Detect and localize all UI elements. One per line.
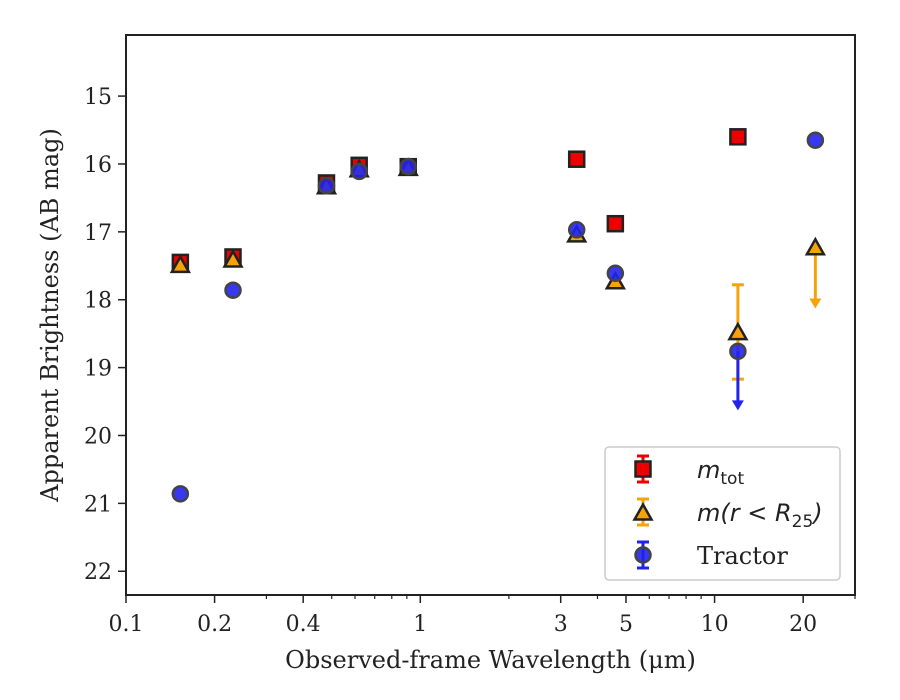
x-axis-label: Observed-frame Wavelength (μm) — [285, 646, 696, 674]
x-tick-label: 0.4 — [286, 612, 321, 637]
mr25-point — [169, 254, 191, 274]
y-tick-label: 16 — [84, 153, 112, 178]
x-tick-label: 0.1 — [109, 612, 144, 637]
legend-marker-triangle — [632, 501, 654, 521]
tractor-point — [350, 162, 368, 181]
x-tick-label: 5 — [619, 612, 633, 637]
y-tick-label: 17 — [84, 221, 112, 246]
mr25-point — [804, 236, 827, 256]
legend-label-triangle: m(r < R25) — [697, 499, 823, 532]
x-tick-label: 10 — [701, 612, 729, 637]
y-tick-label: 20 — [84, 424, 112, 449]
tractor-point — [567, 221, 586, 239]
mtot-point — [606, 214, 625, 233]
y-tick-label: 21 — [84, 492, 112, 517]
legend-box — [604, 446, 841, 581]
mr25-point — [727, 321, 749, 341]
legend: mtot m(r < R25) Tractor — [604, 446, 841, 581]
x-tick-label: 0.2 — [197, 612, 232, 637]
legend-marker-square — [634, 460, 652, 478]
plot-frame — [125, 34, 856, 596]
upper-limit-blue-arrowhead — [731, 400, 744, 411]
mtot-point — [729, 128, 747, 146]
tractor-point — [317, 176, 336, 195]
upper-limit-orange-arrowhead — [809, 298, 822, 309]
tractor-point — [729, 342, 747, 361]
mtot-point — [567, 150, 586, 168]
tractor-point — [606, 264, 625, 283]
y-axis-label: Apparent Brightness (AB mag) — [36, 128, 64, 503]
y-tick-label: 15 — [84, 85, 112, 110]
y-tick-label: 22 — [84, 560, 112, 585]
x-tick-label: 3 — [554, 612, 568, 637]
tractor-point — [224, 281, 242, 299]
legend-marker-circle — [634, 546, 652, 564]
mr25-point — [222, 248, 244, 268]
tractor-point — [171, 485, 190, 503]
tractor-point — [399, 157, 417, 176]
y-tick-label: 19 — [84, 357, 112, 382]
legend-label-square: mtot — [697, 456, 744, 489]
x-tick-label: 1 — [413, 612, 427, 637]
y-tick-label: 18 — [84, 289, 112, 314]
legend-label-circle: Tractor — [697, 542, 788, 570]
plot-area: 0.1 0.2 0.4 1 3 5 10 20 15 16 17 18 19 20 21 22 — [84, 34, 856, 637]
x-tick-label: 20 — [789, 612, 817, 637]
tractor-point — [806, 131, 825, 149]
